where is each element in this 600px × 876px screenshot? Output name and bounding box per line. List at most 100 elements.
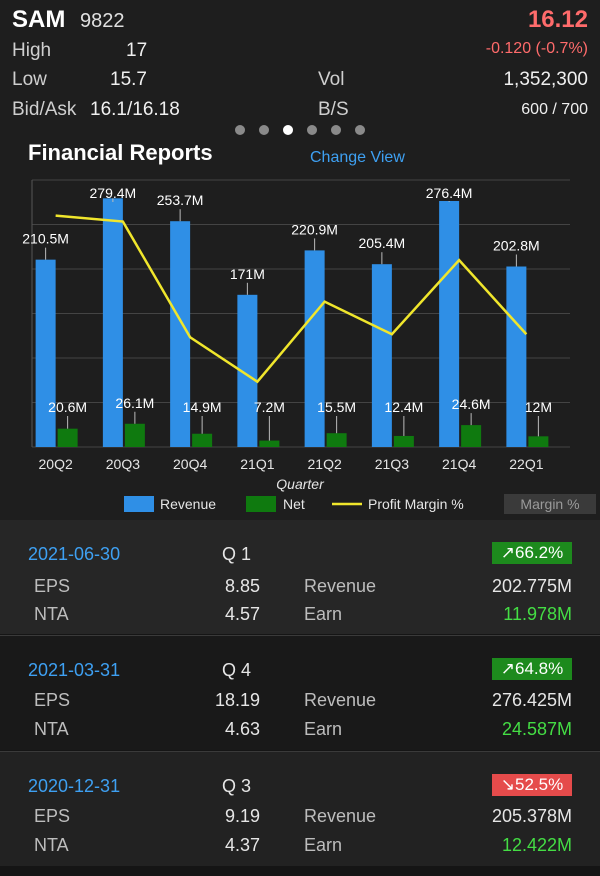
revenue-bar: [304, 250, 325, 447]
revenue-value: 276.425M: [491, 690, 572, 710]
page-dot[interactable]: [355, 125, 365, 135]
revenue-data-label: 171M: [230, 266, 265, 282]
revenue-value: 205.378M: [491, 806, 572, 826]
net-bar: [326, 433, 347, 447]
net-bar: [528, 436, 549, 447]
report-quarter: Q 3: [222, 776, 252, 796]
x-tick-label: 22Q1: [509, 456, 543, 472]
revenue-bar: [506, 266, 527, 447]
stock-price: 16.12: [527, 6, 588, 33]
revenue-data-label: 279.4M: [90, 185, 137, 201]
chart-svg: 210.5M 20.6M 20Q2 279.4M 26.1M 20Q3 253.7M 14.9…: [22, 179, 596, 514]
eps-label: EPS: [34, 576, 71, 596]
divider: [0, 751, 600, 752]
price-change: -0.120 (-0.7%): [485, 40, 588, 57]
legend-net-swatch: [246, 496, 276, 512]
report-date[interactable]: 2021-06-30: [28, 544, 121, 564]
margin-badge: ↗66.2%: [492, 542, 572, 564]
x-tick-label: 20Q2: [39, 456, 73, 472]
page-dot-active[interactable]: [283, 125, 293, 135]
page-dot[interactable]: [331, 125, 341, 135]
vol-label: Vol: [318, 69, 345, 90]
profit-margin-line: [55, 214, 528, 384]
legend-revenue-label: Revenue: [160, 496, 216, 512]
page-dot[interactable]: [235, 125, 245, 135]
earn-value: 11.978M: [503, 604, 572, 624]
net-data-label: 26.1M: [115, 395, 154, 411]
revenue-label: Revenue: [304, 576, 377, 596]
revenue-value: 202.775M: [491, 576, 572, 596]
net-data-label: 12M: [525, 399, 552, 415]
revenue-data-label: 205.4M: [359, 235, 406, 251]
net-data-label: 20.6M: [48, 399, 87, 415]
revenue-data-label: 210.5M: [22, 231, 69, 247]
revenue-bar: [371, 264, 392, 447]
low-value: 15.7: [110, 69, 147, 90]
legend-margin-label: Profit Margin %: [368, 496, 464, 512]
page-indicator[interactable]: [0, 122, 600, 140]
nta-label: NTA: [34, 835, 69, 855]
net-bar: [461, 425, 482, 447]
x-tick-label: 20Q3: [106, 456, 140, 472]
report-quarter: Q 1: [222, 544, 252, 564]
revenue-label: Revenue: [304, 806, 377, 826]
net-data-label: 15.5M: [317, 399, 356, 415]
revenue-data-label: 253.7M: [157, 192, 204, 208]
earn-value: 24.587M: [501, 719, 572, 739]
financial-chart: 210.5M 20.6M 20Q2 279.4M 26.1M 20Q3 253.7M 14.9…: [0, 170, 600, 520]
report-date[interactable]: 2020-12-31: [28, 776, 121, 796]
legend-net-label: Net: [283, 496, 305, 512]
bidask-label: Bid/Ask: [12, 99, 77, 120]
bs-label: B/S: [318, 99, 349, 120]
vol-value: 1,352,300: [503, 69, 588, 90]
net-bar: [57, 428, 78, 447]
earn-value: 12.422M: [501, 835, 572, 855]
eps-value: 18.19: [214, 690, 260, 710]
x-tick-label: 20Q4: [173, 456, 207, 472]
net-data-label: 24.6M: [452, 396, 491, 412]
report-row[interactable]: 2020-12-31 Q 3 ↘52.5% EPS 9.19 Revenue 2…: [0, 752, 600, 866]
eps-label: EPS: [34, 690, 71, 710]
earn-label: Earn: [304, 719, 343, 739]
eps-label: EPS: [34, 806, 71, 826]
nta-value: 4.57: [224, 604, 260, 624]
nta-label: NTA: [34, 719, 69, 739]
x-tick-label: 21Q4: [442, 456, 476, 472]
report-row[interactable]: 2021-03-31 Q 4 ↗64.8% EPS 18.19 Revenue …: [0, 636, 600, 750]
net-bar: [259, 440, 280, 447]
high-label: High: [12, 40, 52, 61]
eps-value: 8.85: [224, 576, 260, 596]
x-tick-label: 21Q3: [375, 456, 409, 472]
nta-value: 4.63: [224, 719, 260, 739]
eps-value: 9.19: [224, 806, 260, 826]
margin-toggle-box: [504, 494, 596, 514]
revenue-label: Revenue: [304, 690, 377, 710]
revenue-bar: [35, 259, 56, 447]
revenue-bar: [102, 198, 123, 447]
bs-value: 600 / 700: [521, 101, 588, 118]
nta-label: NTA: [34, 604, 69, 624]
change-view-link[interactable]: Change View: [310, 149, 405, 166]
page-dot[interactable]: [259, 125, 269, 135]
report-row[interactable]: 2021-06-30 Q 1 ↗66.2% EPS 8.85 Revenue 2…: [0, 520, 600, 634]
x-tick-label: 21Q1: [240, 456, 274, 472]
page-dot[interactable]: [307, 125, 317, 135]
earn-label: Earn: [304, 835, 343, 855]
report-date[interactable]: 2021-03-31: [28, 660, 121, 680]
divider: [0, 635, 600, 636]
net-bar: [393, 435, 414, 447]
revenue-bar: [439, 201, 460, 447]
margin-badge: ↘52.5%: [492, 774, 572, 796]
revenue-bar: [237, 294, 258, 447]
nta-value: 4.37: [224, 835, 260, 855]
revenue-data-label: 276.4M: [426, 185, 473, 201]
stock-code: 9822: [80, 10, 125, 32]
net-data-label: 12.4M: [384, 399, 423, 415]
earn-label: Earn: [304, 604, 343, 624]
net-bar: [192, 433, 213, 447]
bidask-value: 16.1/16.18: [90, 99, 180, 120]
net-data-label: 7.2M: [254, 399, 285, 415]
revenue-bar: [170, 221, 191, 447]
stock-symbol: SAM: [12, 6, 66, 33]
net-data-label: 14.9M: [183, 399, 222, 415]
